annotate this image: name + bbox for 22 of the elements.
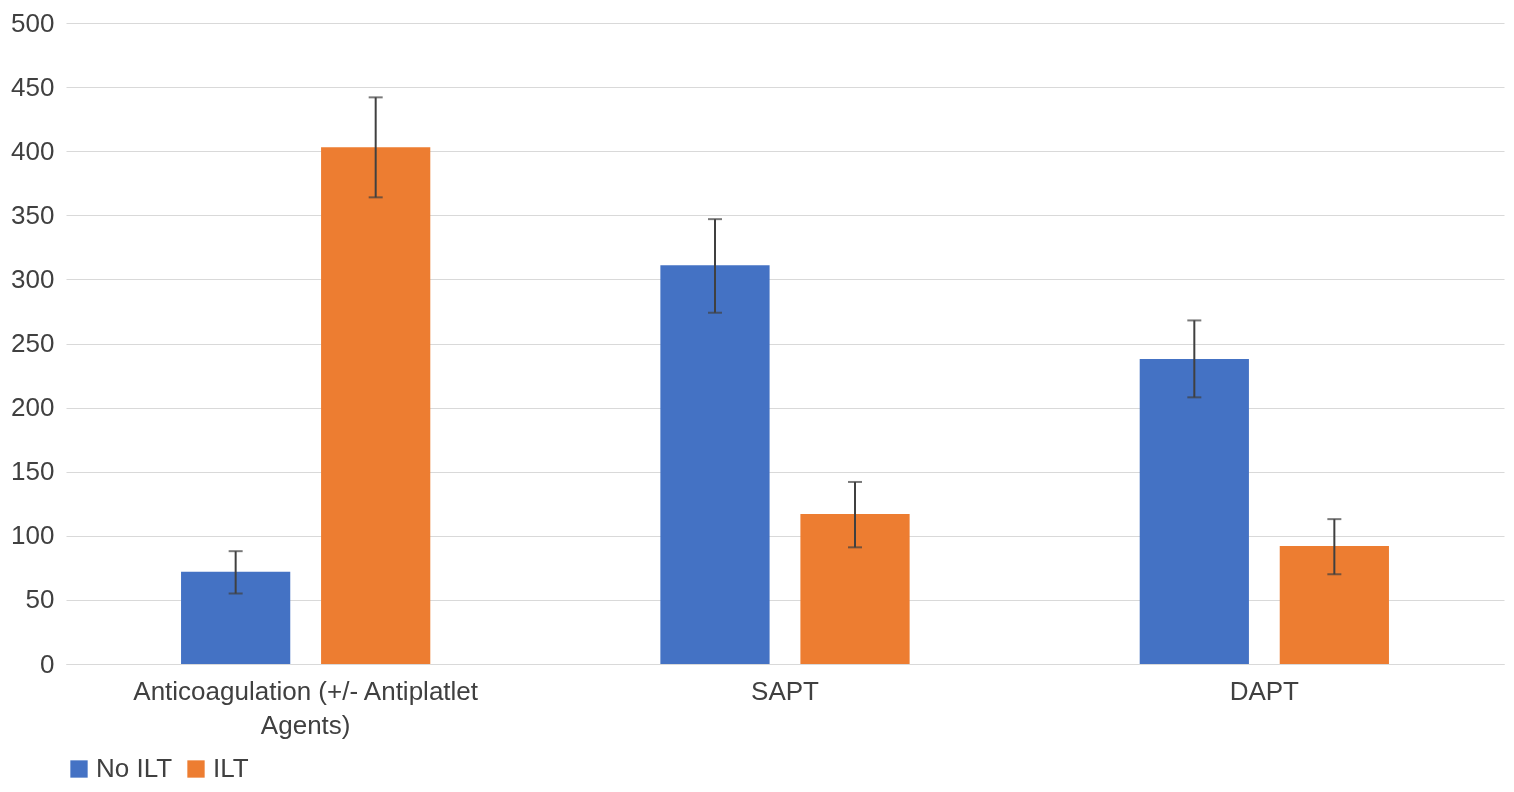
x-tick-label: SAPT <box>751 675 820 706</box>
y-tick-label: 350 <box>11 199 55 230</box>
x-tick-label: DAPT <box>1229 675 1300 706</box>
bar <box>660 265 770 664</box>
bar <box>1279 546 1389 664</box>
bar <box>181 571 291 664</box>
x-tick-label: Anticoagulation (+/- Antiplatlet Agents) <box>133 675 479 740</box>
y-tick-label: 150 <box>11 456 55 487</box>
y-tick-label: 200 <box>11 392 55 423</box>
legend-label: No ILT <box>96 753 173 783</box>
y-tick-label: 450 <box>11 71 55 102</box>
y-tick-label: 500 <box>11 7 55 38</box>
y-tick-label: 0 <box>40 648 55 679</box>
y-tick-label: 100 <box>11 520 55 551</box>
bar <box>800 514 910 664</box>
legend-label: ILT <box>213 753 249 783</box>
y-tick-label: 400 <box>11 135 55 166</box>
bar <box>321 147 431 664</box>
y-tick-label: 300 <box>11 263 55 294</box>
y-tick-label: 250 <box>11 328 55 358</box>
y-tick-label: 50 <box>25 584 55 615</box>
bar <box>1139 358 1249 664</box>
